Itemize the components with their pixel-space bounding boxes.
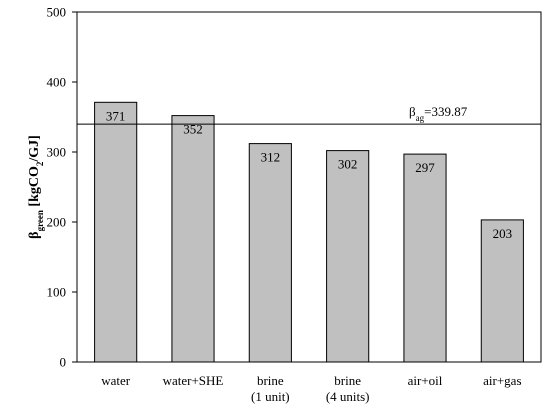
bar-0 [94,101,138,363]
y-axis-label-sub: green [35,210,45,231]
y-tick-label-1: 100 [47,285,67,300]
y-tick-label-4: 400 [47,75,67,90]
bar-value-label-4: 297 [415,160,435,175]
x-tick-label-2-line-1: (1 unit) [251,389,290,404]
plot-frame [76,11,542,363]
y-axis: 0 100 200 300 400 500 [47,5,77,370]
reference-line-label-text: =339.87 [424,104,468,119]
bar-5 [480,219,524,363]
y-axis-label-text2: /GJ] [27,135,42,162]
bars: 371 352 312 302 297 203 [94,101,524,363]
bar-2 [248,143,292,363]
bar-value-label-0: 371 [106,108,126,123]
bar-value-label-2: 312 [261,150,281,165]
y-tick-label-3: 300 [47,145,67,160]
y-tick-label-2: 200 [47,215,67,230]
x-tick-label-0-line-0: water [101,373,131,388]
bar-1 [171,115,215,363]
bar-value-label-1: 352 [183,122,203,137]
x-tick-label-2: brine (1 unit) [251,373,290,404]
y-tick-label-0: 0 [60,355,67,370]
bar-value-label-3: 302 [338,157,358,172]
y-axis-label-base: β [27,231,42,238]
x-tick-label-3: brine (4 units) [326,373,370,404]
x-tick-label-4-line-0: air+oil [408,373,443,388]
x-tick-label-3-line-0: brine [334,373,361,388]
x-tick-label-5: air+gas [483,373,521,388]
x-tick-label-1-line-0: water+SHE [163,373,224,388]
y-axis-label-text: [kgCO [27,166,42,210]
y-tick-label-5: 500 [47,5,67,20]
x-tick-label-3-line-1: (4 units) [326,389,370,404]
x-tick-label-4: air+oil [408,373,443,388]
reference-line-label-sub: ag [416,113,425,123]
y-axis-label-sub2: 2 [35,161,45,166]
y-axis-label: βgreen [kgCO2/GJ] [27,135,45,239]
reference-line-label-base: β [409,104,416,119]
x-axis-labels: water water+SHE brine (1 unit)brine (4 units… [101,373,521,404]
bar-3 [326,150,370,363]
bar-value-label-5: 203 [493,226,513,241]
x-tick-label-2-line-0: brine [257,373,284,388]
reference-line-group: βag=339.87 [77,104,541,125]
bar-4 [403,153,447,363]
x-tick-label-1: water+SHE [163,373,224,388]
reference-line-label: βag=339.87 [409,104,468,123]
x-tick-label-0: water [101,373,131,388]
x-tick-label-5-line-0: air+gas [483,373,521,388]
